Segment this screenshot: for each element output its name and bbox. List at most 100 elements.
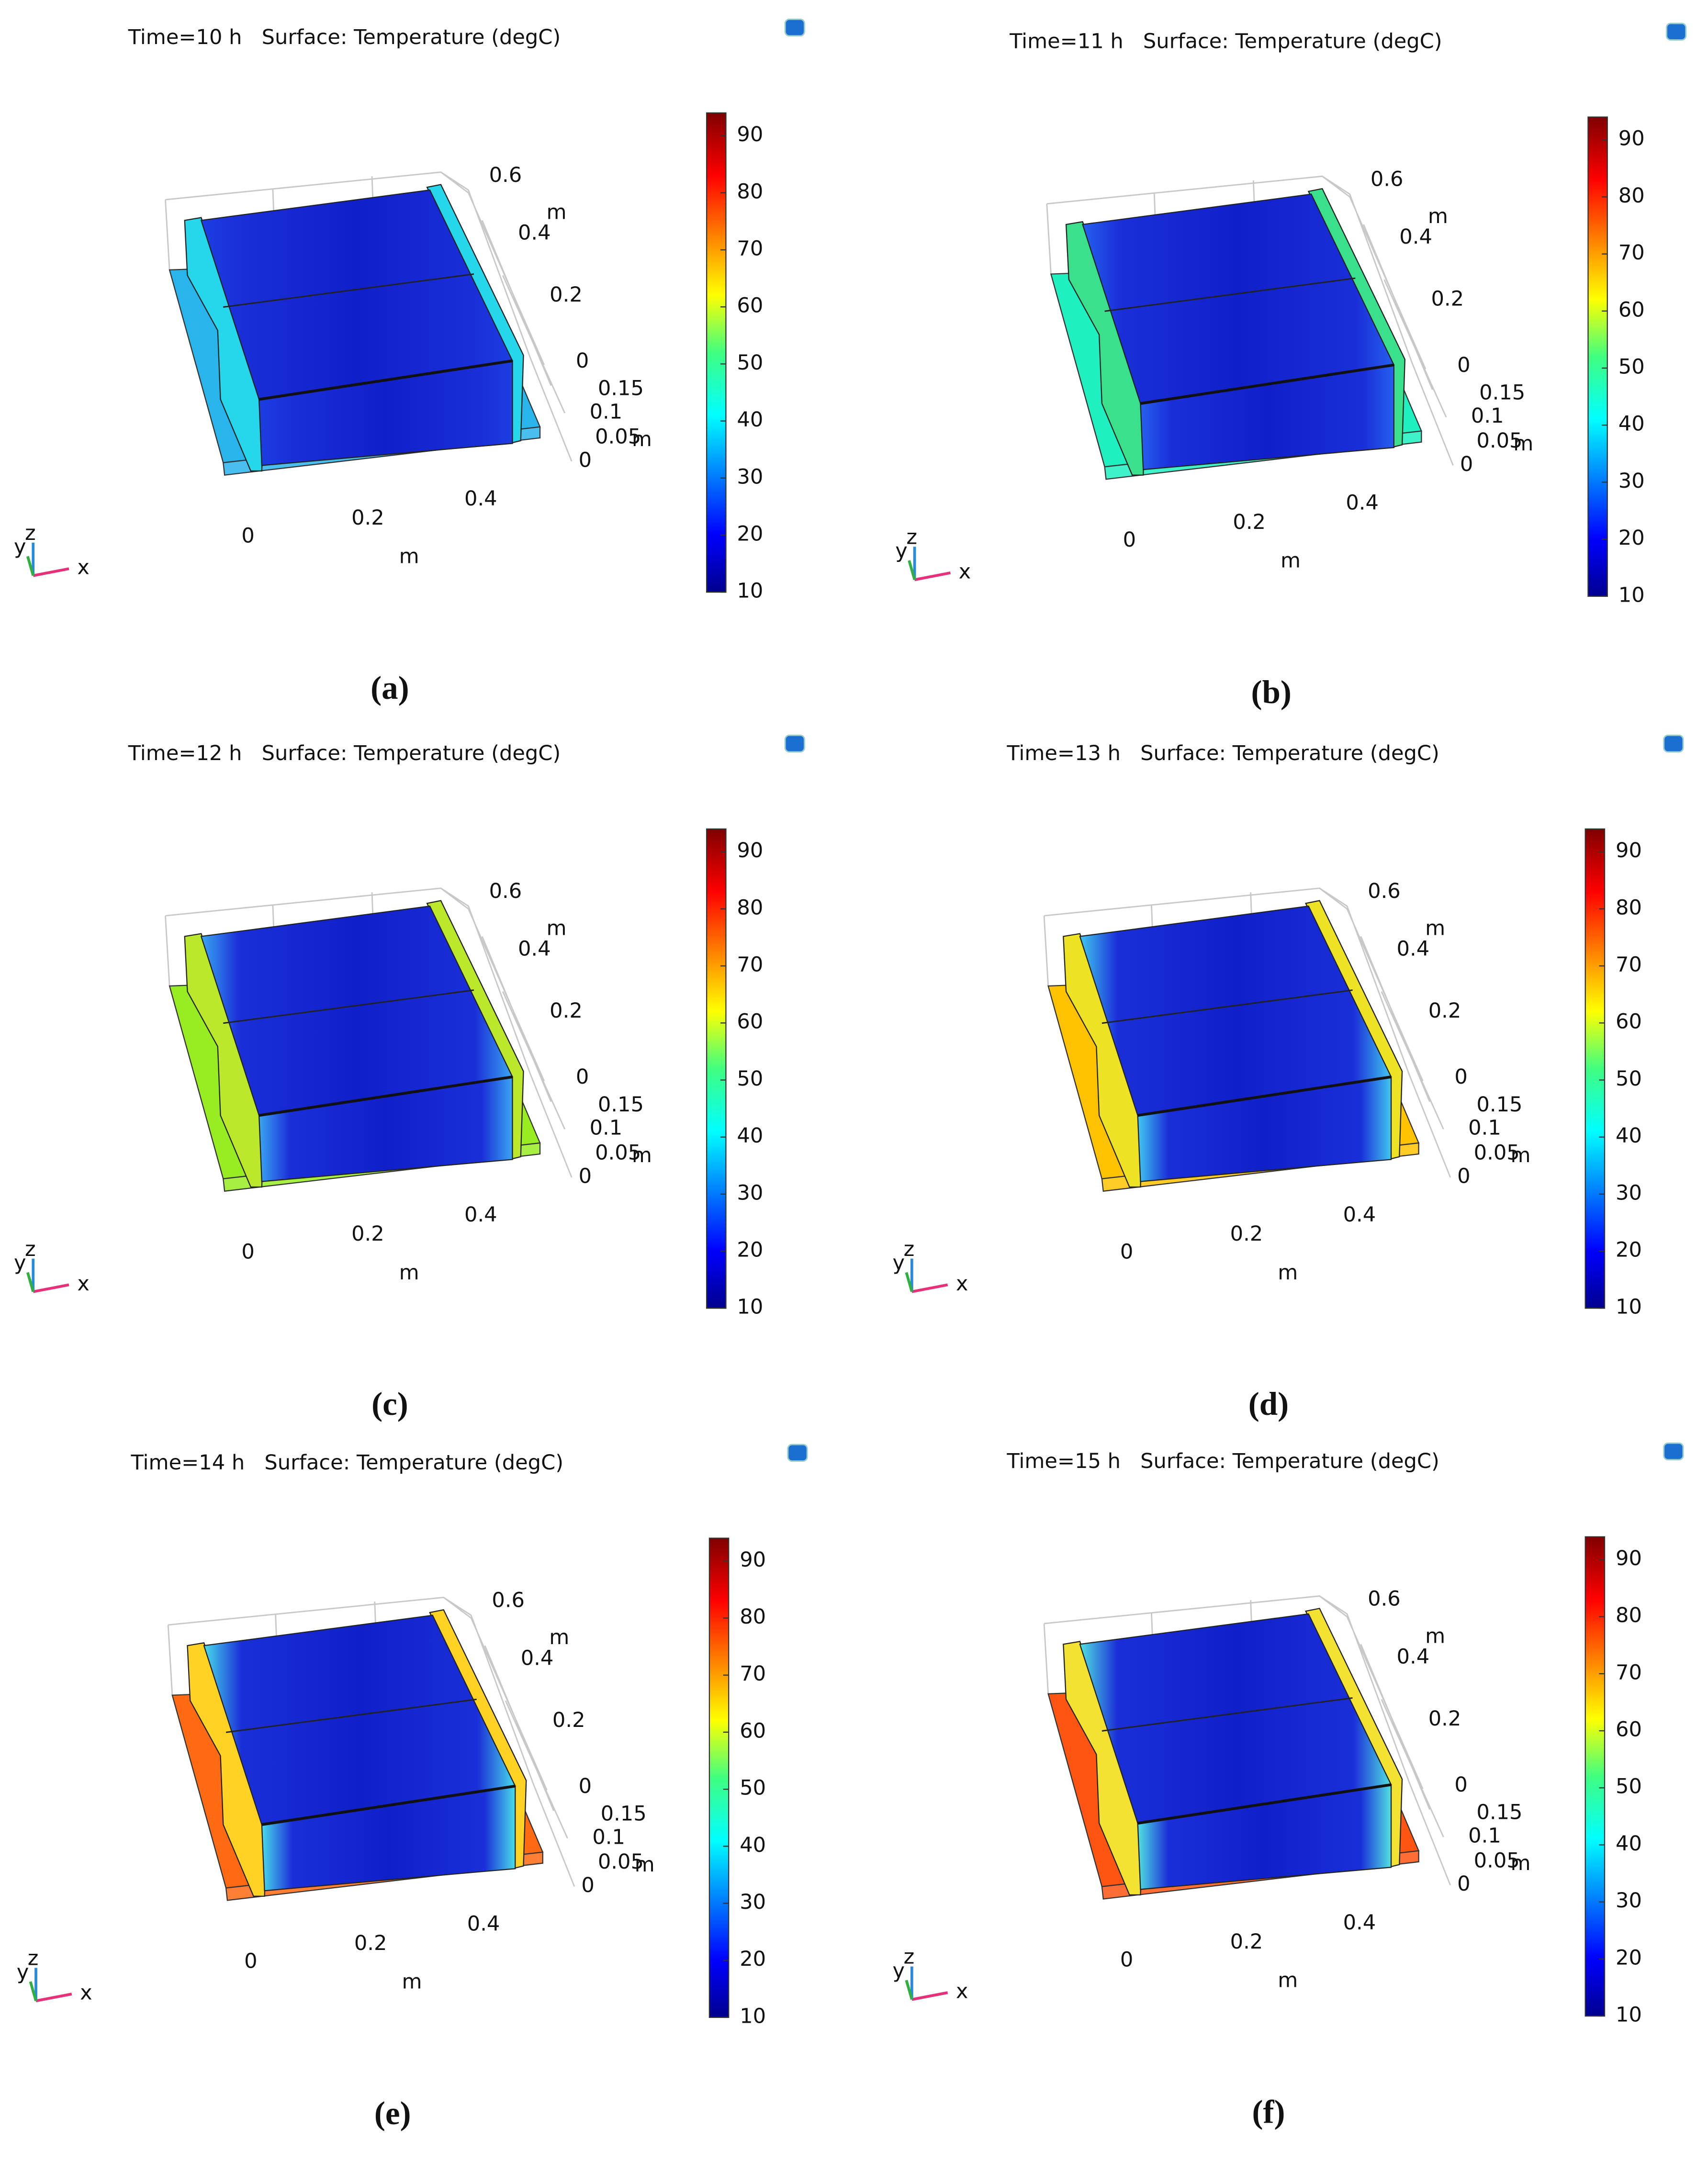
z-tick-label: 0.05 [595, 425, 641, 448]
panel-title: Time=11 h Surface: Temperature (degC) [1009, 30, 1442, 54]
z-unit: m [632, 1143, 652, 1167]
colorbar-tick-label: 20 [1616, 1946, 1642, 1970]
z-tick-label: 0 [1457, 1872, 1470, 1896]
colorbar-tick-label: 70 [737, 236, 763, 260]
y-tick-label: 0 [1454, 1773, 1467, 1797]
triad-x-label: x [956, 1272, 968, 1296]
triad-x-label: x [77, 1272, 90, 1296]
mid-line [1101, 989, 1353, 1024]
colorbar-tick-label: 40 [1616, 1124, 1642, 1148]
triad-y-label: y [893, 1959, 905, 1983]
triad-x [35, 1993, 72, 2003]
z-tick-label: 0.15 [1476, 1093, 1522, 1117]
triad-y-label: y [895, 539, 908, 563]
colorbar-tick-label: 60 [737, 294, 763, 318]
colorbar [1584, 828, 1606, 1309]
y-tick-label: 0.2 [1428, 1707, 1461, 1731]
z-tick-label: 0.15 [1479, 381, 1525, 404]
triad-x [33, 1283, 69, 1293]
x-unit: m [399, 1261, 419, 1285]
triad-z-label: z [25, 1237, 36, 1261]
triad-x-label: x [959, 560, 971, 583]
colorbar-tick-label: 50 [737, 351, 763, 375]
z-unit: m [1510, 1143, 1530, 1167]
z-unit: m [1510, 1851, 1530, 1875]
y-unit: m [1425, 1624, 1445, 1648]
x-unit: m [1278, 1969, 1298, 1993]
colorbar-tick-label: 20 [740, 1947, 766, 1971]
y-tick-label: 0.2 [1428, 999, 1461, 1023]
panel: Time=15 h Surface: Temperature (degC) 0 0.… [893, 1442, 1684, 2130]
colorbar-tick-label: 60 [1616, 1718, 1642, 1742]
colorbar-tick-label: 70 [737, 953, 763, 977]
triad-x-label: x [77, 556, 90, 580]
y-tick-label: 0.4 [1399, 225, 1432, 249]
y-unit: m [549, 1625, 569, 1649]
triad-y [908, 560, 916, 581]
colorbar-tick-label: 50 [740, 1776, 766, 1800]
x-tick-label: 0 [1120, 1240, 1133, 1264]
panel: Time=11 h Surface: Temperature (degC) 0 0.… [895, 22, 1687, 710]
y-tick-label: 0 [579, 1774, 592, 1798]
colorbar-tick-label: 30 [740, 1890, 766, 1914]
front-edge [1140, 363, 1394, 405]
y-tick-label: 0.2 [550, 283, 583, 307]
colorbar-tick-label: 90 [1616, 1546, 1642, 1570]
toolbar-icon [784, 18, 805, 37]
colorbar-tick-label: 80 [1616, 1603, 1642, 1627]
colorbar-tick-label: 30 [737, 1181, 763, 1205]
toolbar-icon [1663, 734, 1684, 753]
panel: Time=14 h Surface: Temperature (degC)00.… [17, 1444, 808, 2131]
y-tick-label: 0.6 [492, 1589, 525, 1613]
front-edge [1137, 1075, 1392, 1117]
mid-line [223, 273, 474, 308]
x-tick-label: 0.4 [1343, 1203, 1376, 1227]
panel-caption: (b) [1251, 673, 1292, 710]
z-tick-label: 0 [1460, 452, 1473, 476]
z-tick-label: 0.15 [598, 1093, 644, 1117]
colorbar [708, 1537, 730, 2018]
z-tick-label: 0.1 [1468, 1116, 1501, 1140]
colorbar-tick-label: 20 [1616, 1238, 1642, 1262]
panel: Time=10 h Surface: Temperature (degC)00.… [14, 18, 805, 706]
z-tick-label: 0.15 [598, 377, 644, 401]
triad-y [26, 1272, 35, 1292]
triad-z-label: z [904, 1237, 915, 1261]
z-tick-label: 0.1 [590, 1116, 623, 1140]
panel-title: Time=15 h Surface: Temperature (degC) [1006, 1449, 1439, 1473]
colorbar [1584, 1536, 1606, 2017]
x-tick-label: 0 [241, 524, 254, 548]
triad-y-label: y [893, 1251, 905, 1275]
z-tick-label: 0 [581, 1873, 594, 1897]
y-unit: m [1425, 917, 1445, 941]
colorbar-tick-label: 80 [1616, 896, 1642, 919]
panel-caption: (d) [1248, 1385, 1289, 1422]
panel-title: Time=12 h Surface: Temperature (degC) [128, 741, 561, 765]
panel: Time=12 h Surface: Temperature (degC)00.… [14, 734, 805, 1422]
colorbar-tick-label: 10 [737, 579, 763, 603]
x-unit: m [1278, 1261, 1298, 1285]
toolbar-icon [1666, 22, 1687, 41]
triad-x-label: x [956, 1980, 968, 2004]
colorbar-tick-label: 40 [1618, 412, 1645, 436]
x-tick-label: 0 [1123, 528, 1136, 552]
colorbar-tick-label: 30 [737, 465, 763, 489]
toolbar-icon [784, 734, 805, 753]
z-unit: m [635, 1853, 655, 1877]
front-edge [261, 1784, 516, 1826]
y-tick-label: 0.2 [550, 999, 583, 1023]
y-tick-label: 0 [1454, 1065, 1467, 1089]
x-tick-label: 0.4 [1343, 1911, 1376, 1935]
colorbar-tick-label: 90 [1618, 127, 1645, 151]
triad-z-label: z [25, 521, 36, 545]
y-unit: m [547, 917, 567, 941]
x-tick-label: 0.2 [351, 506, 384, 530]
colorbar-tick-label: 10 [737, 1295, 763, 1319]
colorbar-tick-label: 20 [1618, 526, 1645, 550]
colorbar-tick-label: 30 [1618, 469, 1645, 493]
colorbar-tick-label: 10 [1618, 583, 1645, 607]
colorbar-tick-label: 10 [740, 2004, 766, 2028]
z-unit: m [1513, 432, 1533, 456]
panel: Time=13 h Surface: Temperature (degC)00.… [893, 734, 1684, 1422]
y-unit: m [1428, 204, 1448, 228]
